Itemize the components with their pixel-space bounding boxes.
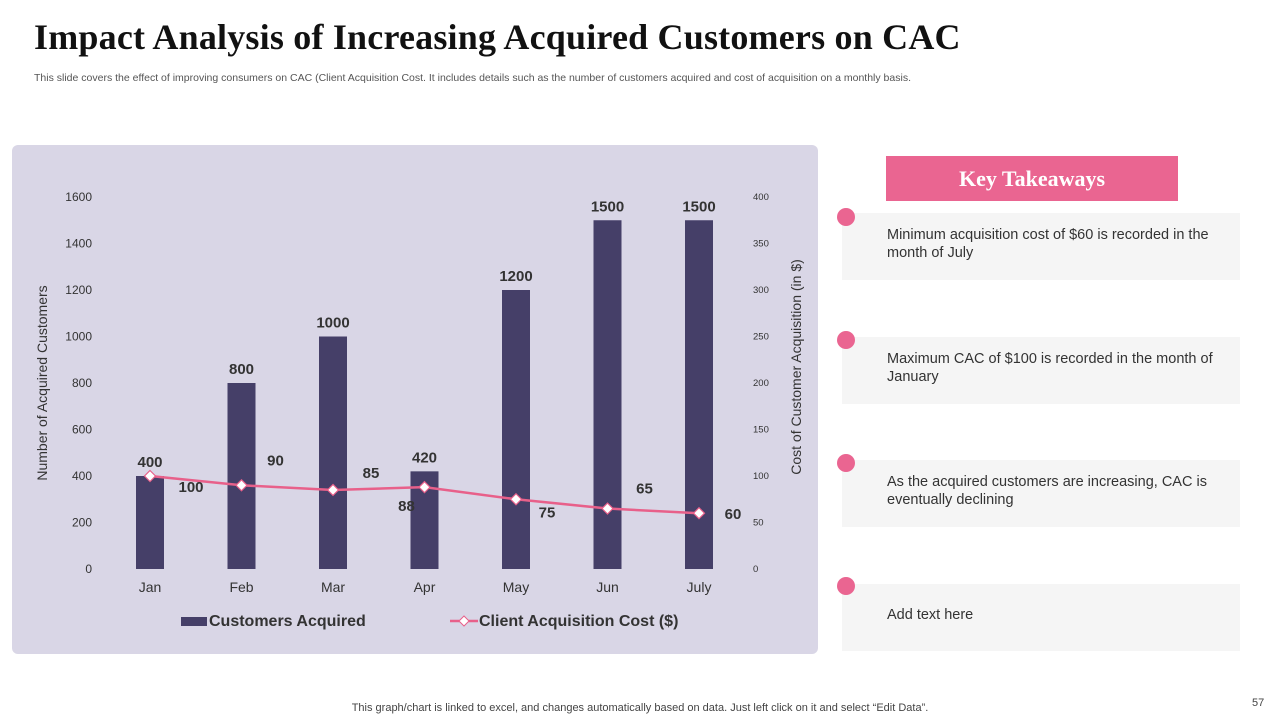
cac-point [326,483,340,497]
cac-point [235,478,248,492]
bar-data-label: 1200 [499,268,532,285]
y-tick-label: 1600 [65,190,92,204]
page-title: Impact Analysis of Increasing Acquired C… [34,17,961,57]
line-data-label: 60 [725,506,742,523]
line-data-label: 85 [363,465,380,482]
bullet-dot-icon [837,454,855,472]
cac-point [692,506,706,520]
legend-swatch-bars [181,617,207,626]
y-tick-label: 200 [72,516,92,530]
line-data-label: 65 [636,481,653,498]
takeaway-text-2: Maximum CAC of $100 is recorded in the m… [887,351,1213,385]
y2-tick-label: 300 [753,285,769,296]
takeaway-text-3: As the acquired customers are increasing… [887,474,1207,508]
legend-label-bars: Customers Acquired [209,613,366,630]
line-data-label: 100 [178,479,203,496]
y-axis-title: Number of Acquired Customers [34,285,50,480]
legend-marker-line [458,615,470,627]
y-tick-label: 1000 [65,330,92,344]
key-takeaways-header: Key Takeaways [886,156,1178,201]
line-data-label: 75 [539,504,556,521]
y2-axis-title: Cost of Customer Acquisition (in $) [788,259,804,475]
y-tick-label: 0 [85,562,92,576]
takeaway-text-4[interactable]: Add text here [887,607,974,623]
y-tick-label: 800 [72,376,92,390]
bullet-dot-icon [837,208,855,226]
line-data-label: 90 [267,452,284,469]
bar-data-label: 420 [412,449,437,466]
y2-tick-label: 350 [753,239,769,250]
bar-may [502,290,530,569]
y2-tick-label: 150 [753,425,769,436]
y2-tick-label: 50 [753,518,764,529]
bar-jan [136,476,164,569]
y-tick-label: 600 [72,423,92,437]
y-tick-label: 1400 [65,237,92,251]
takeaway-card-1: Minimum acquisition cost of $60 is recor… [842,213,1240,280]
x-tick-label: Mar [321,579,345,595]
y2-tick-label: 100 [753,471,769,482]
bar-data-label: 1000 [316,315,349,332]
bar-data-label: 800 [229,361,254,378]
bar-data-label: 1500 [591,198,624,215]
x-tick-label: Jan [139,579,162,595]
y2-tick-label: 250 [753,332,769,343]
bullet-dot-icon [837,577,855,595]
cac-point [601,502,614,515]
x-tick-label: Apr [414,579,436,595]
bar-data-label: 1500 [682,198,715,215]
bar-data-label: 400 [137,454,162,471]
cac-point [143,469,157,483]
x-tick-label: July [687,579,712,595]
takeaway-text-1: Minimum acquisition cost of $60 is recor… [887,227,1209,261]
takeaway-card-4[interactable]: Add text here [842,584,1240,651]
takeaway-card-2: Maximum CAC of $100 is recorded in the m… [842,337,1240,404]
y-tick-label: 400 [72,469,92,483]
line-data-label: 88 [398,498,415,515]
y2-tick-label: 400 [753,192,769,203]
x-tick-label: May [503,579,529,595]
bar-jun [593,220,622,569]
takeaway-card-3: As the acquired customers are increasing… [842,460,1240,527]
y2-tick-label: 200 [753,378,769,389]
y2-tick-label: 0 [753,564,758,575]
bar-feb [227,383,256,569]
page-number: 57 [1252,697,1265,709]
y-tick-label: 1200 [65,283,92,297]
bullet-dot-icon [837,331,855,349]
x-tick-label: Feb [229,579,253,595]
cac-point [509,492,523,506]
page-subtitle: This slide covers the effect of improvin… [34,72,911,84]
legend-label-line: Client Acquisition Cost ($) [479,613,678,630]
footer-note: This graph/chart is linked to excel, and… [351,702,929,714]
bar-mar [319,336,347,569]
x-tick-label: Jun [596,579,619,595]
chart-panel[interactable]: 0 200 400 600 800 1000 1200 1400 1600 0 50 100 150 20… [12,145,818,654]
cac-point [418,480,431,494]
combo-chart[interactable]: 0 200 400 600 800 1000 1200 1400 1600 0 50 100 150 20… [12,145,818,654]
